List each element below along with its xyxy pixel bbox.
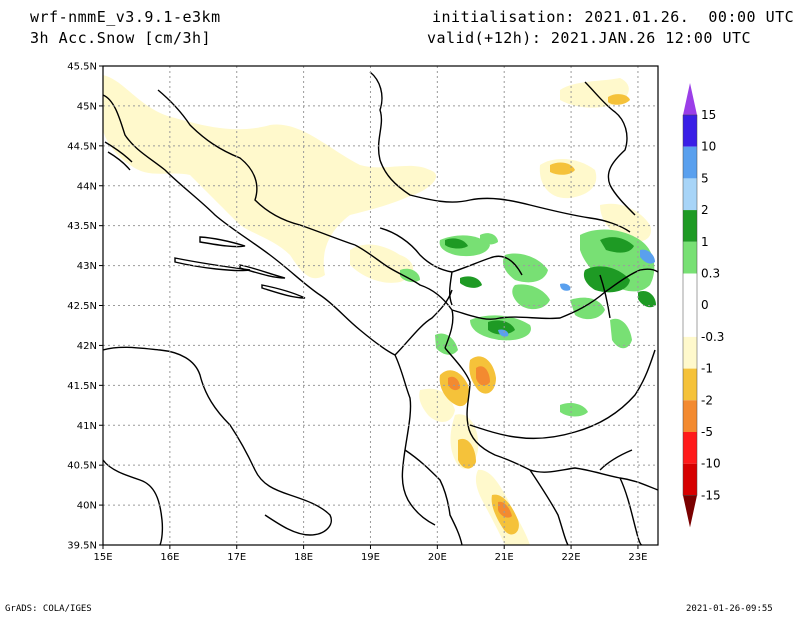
lat-tick-label: 45N <box>77 101 97 112</box>
lat-tick-label: 40.5N <box>67 461 97 472</box>
colorbar-segment <box>683 432 697 464</box>
colorbar-segment <box>683 368 697 401</box>
colorbar-segment <box>683 146 697 179</box>
colorbar-segment <box>683 400 697 432</box>
lon-tick-label: 18E <box>294 552 313 563</box>
colorbar-segment <box>683 305 697 337</box>
colorbar: 15 10 5 2 1 0.3 0 -0.3 -1 -2 -5 -10 -15 <box>682 83 724 528</box>
footer-right: 2021-01-26-09:55 <box>686 604 773 614</box>
lat-tick-label: 43N <box>77 261 97 272</box>
colorbar-segment <box>683 336 697 369</box>
colorbar-label: 2 <box>701 203 709 217</box>
lat-axis: 45.5N 45N 44.5N 44N 43.5N 43N 42.5N 42N 41.5N 41N… <box>67 62 103 552</box>
colorbar-label: 15 <box>701 108 716 122</box>
map-layers <box>103 66 658 545</box>
colorbar-label: -15 <box>701 488 721 502</box>
colorbar-label: -1 <box>701 362 713 376</box>
colorbar-label: -10 <box>701 457 721 471</box>
colorbar-label: 0 <box>701 298 709 312</box>
colorbar-segment <box>683 463 697 496</box>
colorbar-segment <box>683 241 697 274</box>
lat-tick-label: 42N <box>77 341 97 352</box>
lat-tick-label: 44.5N <box>67 141 97 152</box>
footer-left: GrADS: COLA/IGES <box>5 604 92 614</box>
field-title: 3h Acc.Snow [cm/3h] <box>30 29 212 47</box>
colorbar-label: -5 <box>701 425 713 439</box>
lat-tick-label: 41.5N <box>67 381 97 392</box>
coastlines-borders <box>103 71 658 545</box>
colorbar-segment <box>683 210 697 242</box>
lat-tick-label: 42.5N <box>67 301 97 312</box>
lat-tick-label: 44N <box>77 181 97 192</box>
colorbar-outline <box>682 114 698 496</box>
snow-shading-strong <box>448 366 512 518</box>
lon-tick-label: 19E <box>361 552 380 563</box>
precip-shading-medium <box>445 237 656 335</box>
lon-tick-label: 15E <box>93 552 112 563</box>
lon-tick-label: 21E <box>495 552 514 563</box>
lat-tick-label: 41N <box>77 421 97 432</box>
lon-tick-label: 20E <box>428 552 447 563</box>
colorbar-label: -2 <box>701 393 713 407</box>
colorbar-segment <box>683 178 697 211</box>
precip-shading-heavy <box>498 249 655 337</box>
lat-tick-label: 43.5N <box>67 221 97 232</box>
lon-tick-label: 16E <box>160 552 179 563</box>
colorbar-label: 10 <box>701 140 716 154</box>
colorbar-segment <box>683 273 697 306</box>
lon-tick-label: 23E <box>628 552 647 563</box>
colorbar-label: -0.3 <box>701 330 724 344</box>
colorbar-arrow-top <box>683 83 697 115</box>
lon-axis: 15E 16E 17E 18E 19E 20E 21E 22E 23E <box>93 545 647 563</box>
lon-tick-label: 17E <box>227 552 246 563</box>
model-title: wrf-nmmE_v3.9.1-e3km <box>30 8 221 26</box>
colorbar-label: 0.3 <box>701 267 720 281</box>
lat-tick-label: 45.5N <box>67 62 97 73</box>
colorbar-label: 5 <box>701 171 709 185</box>
colorbar-arrow-bottom <box>683 495 697 528</box>
lat-tick-label: 39.5N <box>67 541 97 552</box>
colorbar-label: 1 <box>701 235 709 249</box>
valid-time: valid(+12h): 2021.JAN.26 12:00 UTC <box>427 29 752 47</box>
colorbar-segment <box>683 115 697 147</box>
lat-tick-label: 40N <box>77 501 97 512</box>
init-time: initialisation: 2021.01.26. 00:00 UTC <box>432 8 795 26</box>
lon-tick-label: 22E <box>562 552 581 563</box>
